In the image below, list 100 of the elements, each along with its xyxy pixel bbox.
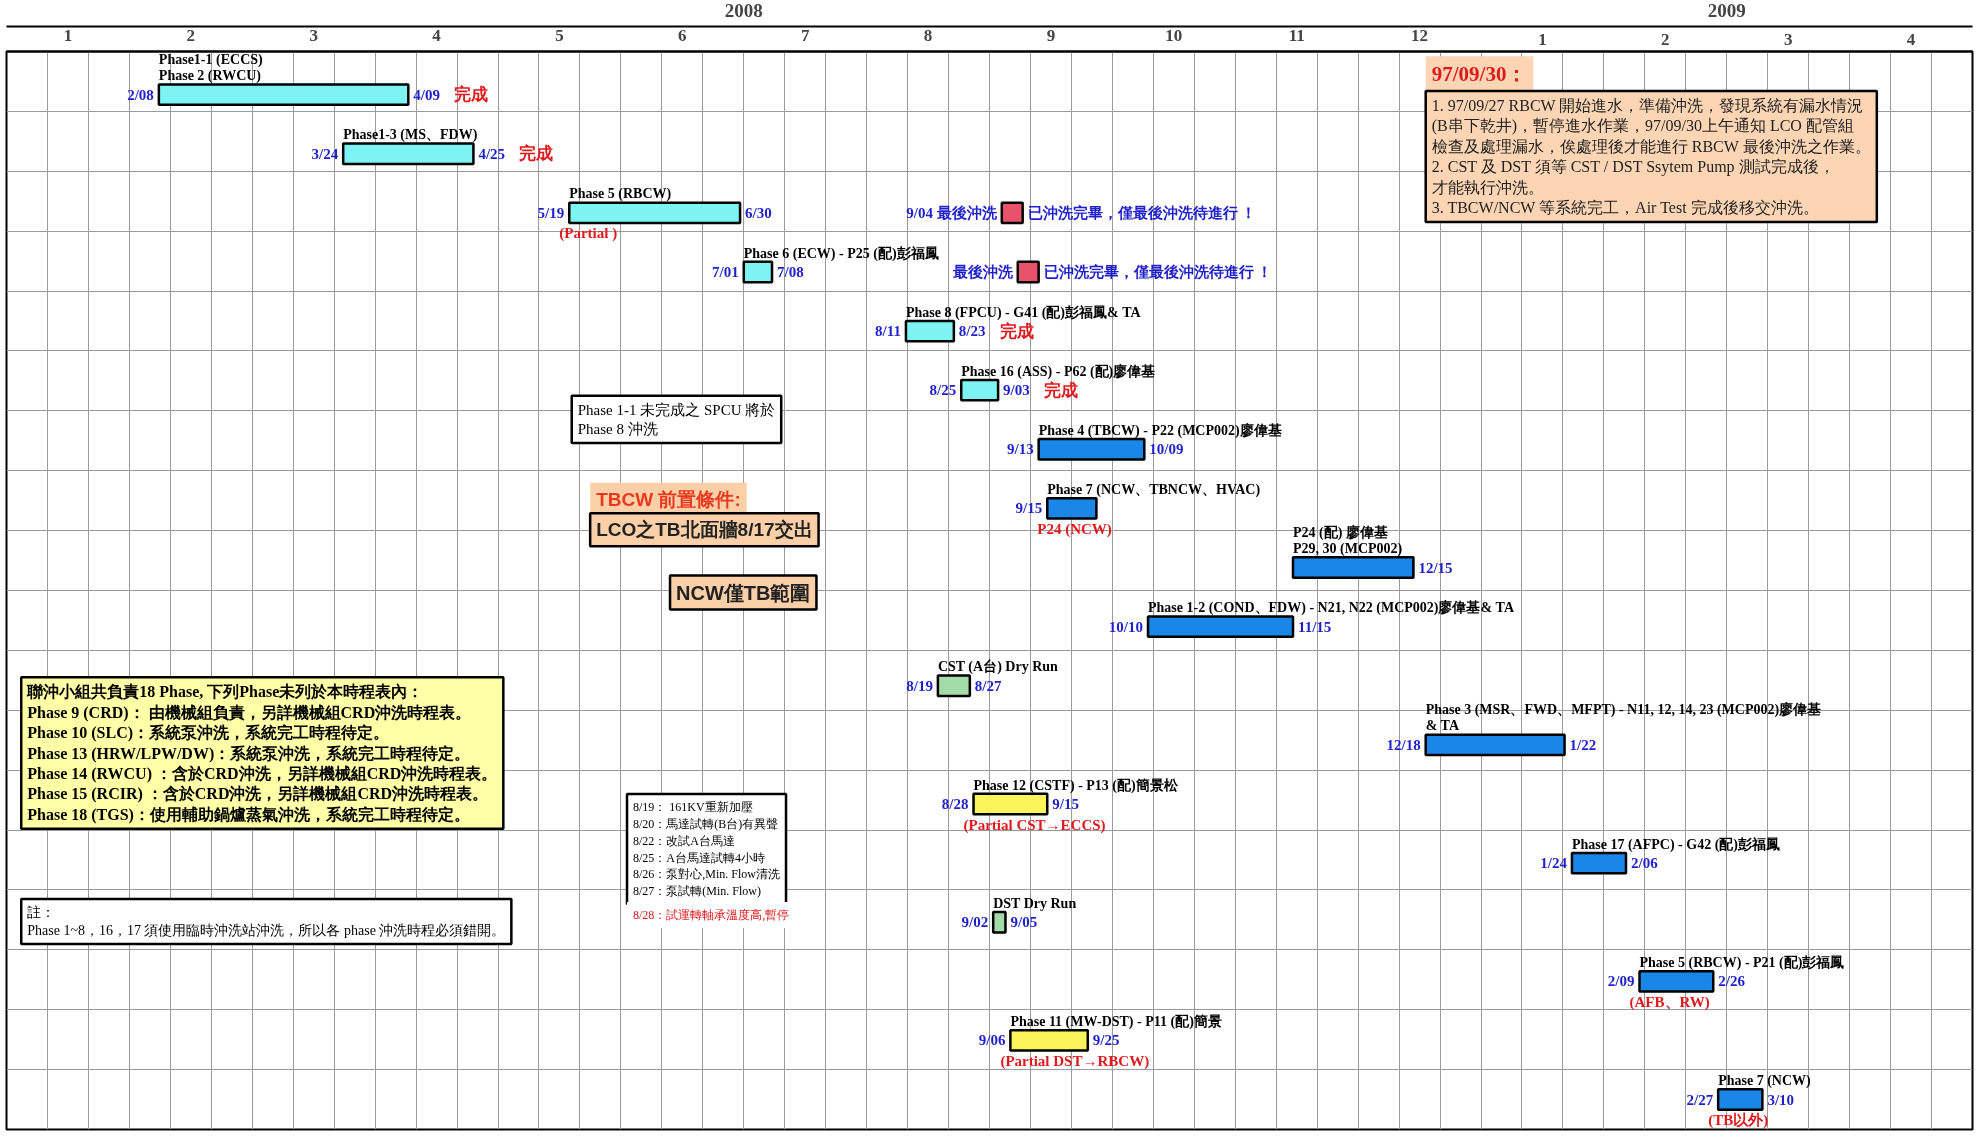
annotation: 2/27 xyxy=(1686,1091,1714,1108)
annotation: 8/19 xyxy=(906,677,933,694)
x-tick-label: 11 xyxy=(1288,25,1305,45)
y-tick-label: Phase 5 (RBCW) - P21 (配)彭福鳳 xyxy=(1639,953,1845,971)
annotation: 9/13 xyxy=(1006,441,1034,458)
x-tick-label: 4 xyxy=(432,25,442,45)
x-tick-label: 1 xyxy=(63,25,73,45)
annotation: 聯沖小組共負責18 Phase, 下列Phase未列於本時程表內： Phase 9 (CRD)： 由機械組負責，另詳機械組CRD沖洗時程表。 Phase 10 (SLC)：系統泵沖洗，系統完工時程待定。 Phase 13 (HRW/LPW/DW)：系統泵沖洗，系統完工時程待定。 Phase 14 (RWCU) ：含於CRD沖洗，另詳機械組CRD沖洗時程表。 Phase 15 (RCIR) ：含於CRD沖洗，另詳機械組CRD沖洗時程表。 Phase 18 (TGS)：使用輔助鍋爐蒸氣沖洗，系統完工時程待定。 xyxy=(26,683,498,824)
annotation: 7/01 xyxy=(712,263,739,280)
annotation: 1/24 xyxy=(1540,855,1568,872)
x-tick-label: 9 xyxy=(1046,25,1056,45)
x-tick-label: 3 xyxy=(309,25,318,45)
annotation: 2/08 xyxy=(127,86,154,103)
x-tick-label: 10 xyxy=(1165,25,1183,45)
annotation: TBCW 前置條件: xyxy=(596,488,741,510)
y-tick-label: Phase 17 (AFPC) - G42 (配)彭福鳳 xyxy=(1571,835,1780,853)
y-tick-label: Phase 7 (NCW、TBNCW、HVAC) xyxy=(1047,482,1261,499)
y-tick-label: Phase1-1 (ECCS) Phase 2 (RWCU) xyxy=(158,51,264,85)
annotation: 4/09 xyxy=(413,86,440,103)
text: 2009 xyxy=(1707,0,1746,21)
annotation: 已沖洗完畢，僅最後沖洗待進行 ！ xyxy=(1027,203,1257,221)
annotation: 9/15 xyxy=(1052,795,1079,812)
annotation: Phase 1-1 未完成之 SPCU 將於 Phase 8 沖洗 xyxy=(577,401,776,438)
bar xyxy=(1146,615,1295,639)
y-tick-label: Phase 12 (CSTF) - P13 (配)簡景松 xyxy=(973,777,1179,794)
annotation: 4/25 xyxy=(478,145,506,162)
annotation: 9/15 xyxy=(1015,500,1043,517)
bar xyxy=(341,142,475,166)
annotation: 8/11 xyxy=(875,323,901,340)
annotation: 9/05 xyxy=(1010,914,1038,931)
x-tick-label: 2 xyxy=(186,25,196,45)
y-tick-label: Phase 4 (TBCW) - P22 (MCP002)廖偉基 xyxy=(1038,421,1282,439)
annotation: 12/18 xyxy=(1386,736,1421,753)
bar xyxy=(1037,437,1146,461)
annotation: 完成 xyxy=(1044,380,1079,400)
y-tick-label: Phase1-3 (MS、FDW) xyxy=(343,127,478,144)
annotation: 完成 xyxy=(519,144,554,164)
bar xyxy=(936,674,972,698)
annotation: 5/19 xyxy=(537,204,565,221)
annotation: 8/19： 161KV重新加壓 8/20：馬達試轉(B台)有異聲 8/22：改試A台馬達 8/25：A台馬達試轉4小時 8/26：泵對心,Min. Flow清洗 8/27：泵試轉(Min. Flow) xyxy=(633,800,781,899)
annotation: 9/25 xyxy=(1092,1032,1120,1049)
bar xyxy=(972,792,1049,816)
bar xyxy=(959,378,1000,402)
annotation: 完成 xyxy=(999,321,1034,341)
annotation: 12/15 xyxy=(1418,559,1453,576)
annotation: (Partial CST→ECCS) xyxy=(963,816,1106,834)
annotation: 11/15 xyxy=(1298,618,1332,635)
annotation: 3/24 xyxy=(311,145,339,162)
annotation: 10/10 xyxy=(1108,618,1144,635)
annotation: NCW僅TB範圍 xyxy=(676,581,811,604)
annotation: LCO之TB北面牆8/17交出 xyxy=(596,519,813,541)
annotation: (Partial DST→RBCW) xyxy=(1000,1053,1150,1071)
x-tick-label: 8 xyxy=(923,25,933,45)
bar xyxy=(1716,1088,1764,1111)
y-tick-label: Phase 3 (MSR、FWD、MFPT) - N11, 12, 14, 23 (MCP002)廖偉基 & TA xyxy=(1425,700,1822,734)
y-tick-label: Phase 1-2 (COND、FDW) - N21, N22 (MCP002)廖偉基& TA xyxy=(1148,599,1515,617)
annotation: (TB以外) xyxy=(1708,1112,1769,1130)
annotation: 3/10 xyxy=(1767,1091,1795,1108)
bar xyxy=(1638,969,1715,993)
x-tick-label: 5 xyxy=(555,25,564,45)
annotation: 完成 xyxy=(454,85,489,105)
annotation: 1/22 xyxy=(1569,736,1597,753)
annotation: 最後沖洗 xyxy=(951,263,1014,280)
annotation: 8/28 xyxy=(941,795,969,812)
bar xyxy=(1009,1029,1090,1052)
annotation: 97/09/30： xyxy=(1431,62,1528,87)
x-tick-label: 6 xyxy=(678,25,687,45)
annotation: 9/02 xyxy=(961,914,989,931)
annotation: 8/25 xyxy=(929,382,957,399)
bar xyxy=(1046,496,1098,520)
y-tick-label: Phase 6 (ECW) - P25 (配)彭福鳳 xyxy=(743,244,939,262)
bar xyxy=(904,319,956,343)
bar xyxy=(1000,201,1024,225)
y-tick-label: CST (A台) Dry Run xyxy=(937,659,1059,676)
annotation: 6/30 xyxy=(745,204,772,221)
annotation: P24 (NCW) xyxy=(1037,520,1112,538)
bar xyxy=(1016,260,1040,284)
bar xyxy=(742,260,774,284)
y-tick-label: Phase 16 (ASS) - P62 (配)廖偉基 xyxy=(961,362,1156,380)
bar xyxy=(157,83,410,107)
bar xyxy=(1424,733,1566,757)
annotation: 9/06 xyxy=(978,1032,1006,1049)
annotation: 2/26 xyxy=(1718,973,1746,990)
annotation: 9/04 最後沖洗 xyxy=(906,204,998,221)
y-tick-label: P24 (配) 廖偉基 P29, 30 (MCP002) xyxy=(1293,523,1403,558)
annotation: (Partial ) xyxy=(559,225,618,243)
y-tick-label: Phase 5 (RBCW) xyxy=(569,186,672,203)
annotation: 7/08 xyxy=(777,263,804,280)
annotation: 2/06 xyxy=(1630,855,1659,872)
bar xyxy=(568,201,742,225)
y-tick-label: Phase 11 (MW-DST) - P11 (配)簡景 xyxy=(1010,1014,1222,1031)
text: 2008 xyxy=(724,0,763,21)
x-tick-label: 7 xyxy=(800,25,810,45)
annotation: 10/09 xyxy=(1149,441,1184,458)
bar xyxy=(991,910,1007,934)
annotation: 2/09 xyxy=(1607,973,1635,990)
annotation: 已沖洗完畢，僅最後沖洗待進行 ！ xyxy=(1043,262,1273,280)
annotation: 9/03 xyxy=(1003,382,1030,399)
bar xyxy=(1291,556,1415,579)
annotation: 8/23 xyxy=(958,323,986,340)
